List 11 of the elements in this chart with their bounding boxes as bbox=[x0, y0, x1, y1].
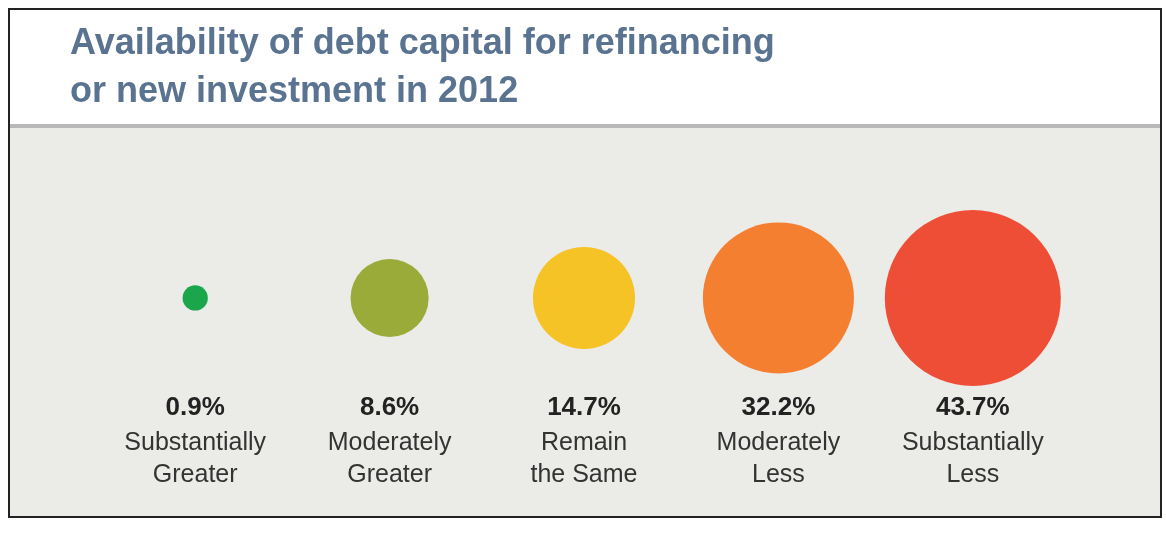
text: Availability of debt capital for refinancing or new investment in 2012 bbox=[10, 10, 1160, 128]
category-label: Moderately Less bbox=[716, 426, 841, 487]
data-label: 8.6% bbox=[359, 391, 420, 422]
data-label: 32.2% bbox=[741, 391, 816, 422]
category-label: Moderately Greater bbox=[327, 426, 452, 487]
data-label: 14.7% bbox=[547, 391, 621, 422]
category-label: Remain the Same bbox=[530, 426, 638, 487]
category-label: Substantially Less bbox=[901, 426, 1045, 487]
category-label: Substantially Greater bbox=[124, 426, 267, 487]
data-label: 43.7% bbox=[935, 391, 1010, 422]
data-label: 0.9% bbox=[165, 391, 225, 422]
